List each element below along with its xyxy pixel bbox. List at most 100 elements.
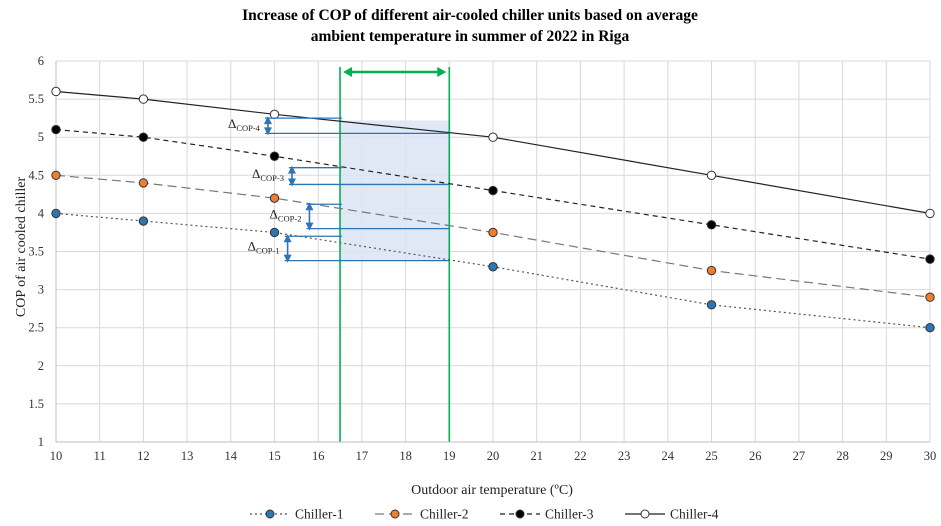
data-point	[925, 323, 935, 333]
delta-subscript: COP-4	[236, 123, 260, 133]
chart-title-line-1: Increase of COP of different air-cooled …	[242, 7, 698, 24]
delta-subscript: COP-1	[256, 245, 280, 255]
delta-symbol: Δ	[269, 206, 277, 221]
delta-subscript: COP-3	[260, 173, 284, 183]
series-chiller-3	[51, 124, 935, 264]
delta-arrowhead-down	[305, 222, 314, 231]
y-tick-label: 5.5	[28, 92, 44, 106]
shaded-range	[339, 67, 451, 442]
data-point	[138, 178, 149, 188]
series-chiller-2	[51, 170, 935, 302]
range-arrowhead-left	[343, 67, 353, 77]
delta-label: ΔCOP-3	[252, 166, 284, 183]
delta-arrowhead-down	[287, 178, 296, 187]
x-tick-labels: 10 11 12 13 14 15 16 17 18 19 20 21 22 23 24 25 26 27 28 29…	[50, 449, 937, 463]
x-tick-label: 23	[618, 449, 631, 463]
delta-subscript: COP-2	[278, 213, 302, 223]
legend-marker	[515, 509, 525, 519]
legend-marker	[265, 509, 275, 519]
delta-arrowhead-up	[263, 116, 272, 125]
range-arrowhead-right	[437, 67, 447, 77]
delta-arrowhead-down	[283, 254, 292, 263]
x-tick-label: 24	[662, 449, 675, 463]
y-tick-label: 4	[38, 206, 45, 220]
data-point	[269, 109, 280, 120]
legend-item-chiller-3: Chiller-3	[500, 507, 594, 522]
data-point	[706, 300, 717, 310]
x-tick-label: 14	[225, 449, 238, 463]
legend-marker	[640, 509, 650, 519]
delta-annotation: ΔCOP-1	[248, 234, 450, 263]
data-point	[138, 216, 149, 226]
data-point	[925, 208, 935, 219]
y-tick-label: 3.5	[28, 245, 44, 259]
legend-label: Chiller-3	[545, 507, 594, 522]
data-point	[269, 227, 280, 238]
y-tick-label: 2	[38, 359, 44, 373]
x-tick-label: 19	[443, 449, 456, 463]
delta-annotation: ΔCOP-4	[228, 116, 450, 136]
x-tick-label: 27	[793, 449, 806, 463]
x-tick-label: 18	[399, 449, 412, 463]
data-point	[269, 193, 280, 203]
data-point	[269, 151, 280, 161]
delta-arrowhead-up	[283, 234, 292, 243]
data-point	[488, 132, 498, 142]
delta-label: ΔCOP-1	[248, 238, 280, 255]
legend-item-chiller-1: Chiller-1	[250, 507, 343, 522]
series-line	[55, 128, 931, 260]
delta-label: ΔCOP-2	[269, 206, 301, 223]
shaded-rect	[340, 120, 450, 261]
series-chiller-4	[51, 86, 935, 219]
delta-symbol: Δ	[228, 116, 236, 131]
y-tick-labels: 1 1.5 2 2.5 3 3.5 4 4.5 5 5.5 6	[28, 54, 44, 449]
delta-arrowhead-up	[287, 165, 296, 174]
data-point	[488, 262, 498, 272]
delta-label: ΔCOP-4	[228, 116, 261, 133]
legend-label: Chiller-2	[420, 507, 468, 522]
data-point	[706, 170, 717, 181]
data-point	[51, 208, 61, 219]
y-tick-label: 3	[38, 283, 44, 297]
x-tick-label: 21	[530, 449, 543, 463]
chart-title-line-2: ambient temperature in summer of 2022 in…	[311, 28, 630, 45]
x-tick-label: 30	[924, 449, 937, 463]
delta-symbol: Δ	[252, 166, 260, 181]
y-tick-label: 6	[38, 54, 44, 68]
data-point	[138, 94, 149, 104]
data-point	[706, 220, 717, 230]
x-tick-label: 26	[749, 449, 762, 463]
data-point	[706, 265, 717, 276]
x-tick-label: 22	[574, 449, 587, 463]
series-line	[55, 90, 931, 214]
legend-label: Chiller-1	[295, 507, 343, 522]
axes	[55, 61, 930, 443]
x-tick-label: 28	[836, 449, 849, 463]
delta-arrowhead-down	[263, 127, 272, 136]
delta-annotation: ΔCOP-3	[252, 165, 450, 187]
y-tick-label: 5	[38, 130, 44, 144]
data-point	[488, 185, 498, 196]
data-point	[51, 124, 61, 135]
y-tick-label: 2.5	[28, 321, 44, 335]
x-tick-label: 25	[705, 449, 718, 463]
data-point	[925, 254, 935, 264]
legend-label: Chiller-4	[670, 507, 719, 522]
x-tick-label: 20	[487, 449, 500, 463]
y-tick-label: 4.5	[28, 168, 44, 182]
x-tick-label: 11	[94, 449, 106, 463]
legend-item-chiller-4: Chiller-4	[625, 507, 719, 522]
x-tick-label: 10	[50, 449, 63, 463]
x-tick-label: 16	[312, 449, 325, 463]
y-tick-label: 1	[38, 435, 44, 449]
x-tick-label: 29	[880, 449, 893, 463]
data-point	[925, 292, 935, 302]
legend-item-chiller-2: Chiller-2	[375, 507, 468, 522]
data-point	[51, 170, 61, 181]
x-tick-label: 13	[181, 449, 194, 463]
x-tick-label: 17	[356, 449, 369, 463]
x-tick-label: 12	[137, 449, 150, 463]
data-point	[138, 132, 149, 142]
legend: Chiller-1 Chiller-2 Chiller-3 Chiller-4	[250, 507, 719, 522]
